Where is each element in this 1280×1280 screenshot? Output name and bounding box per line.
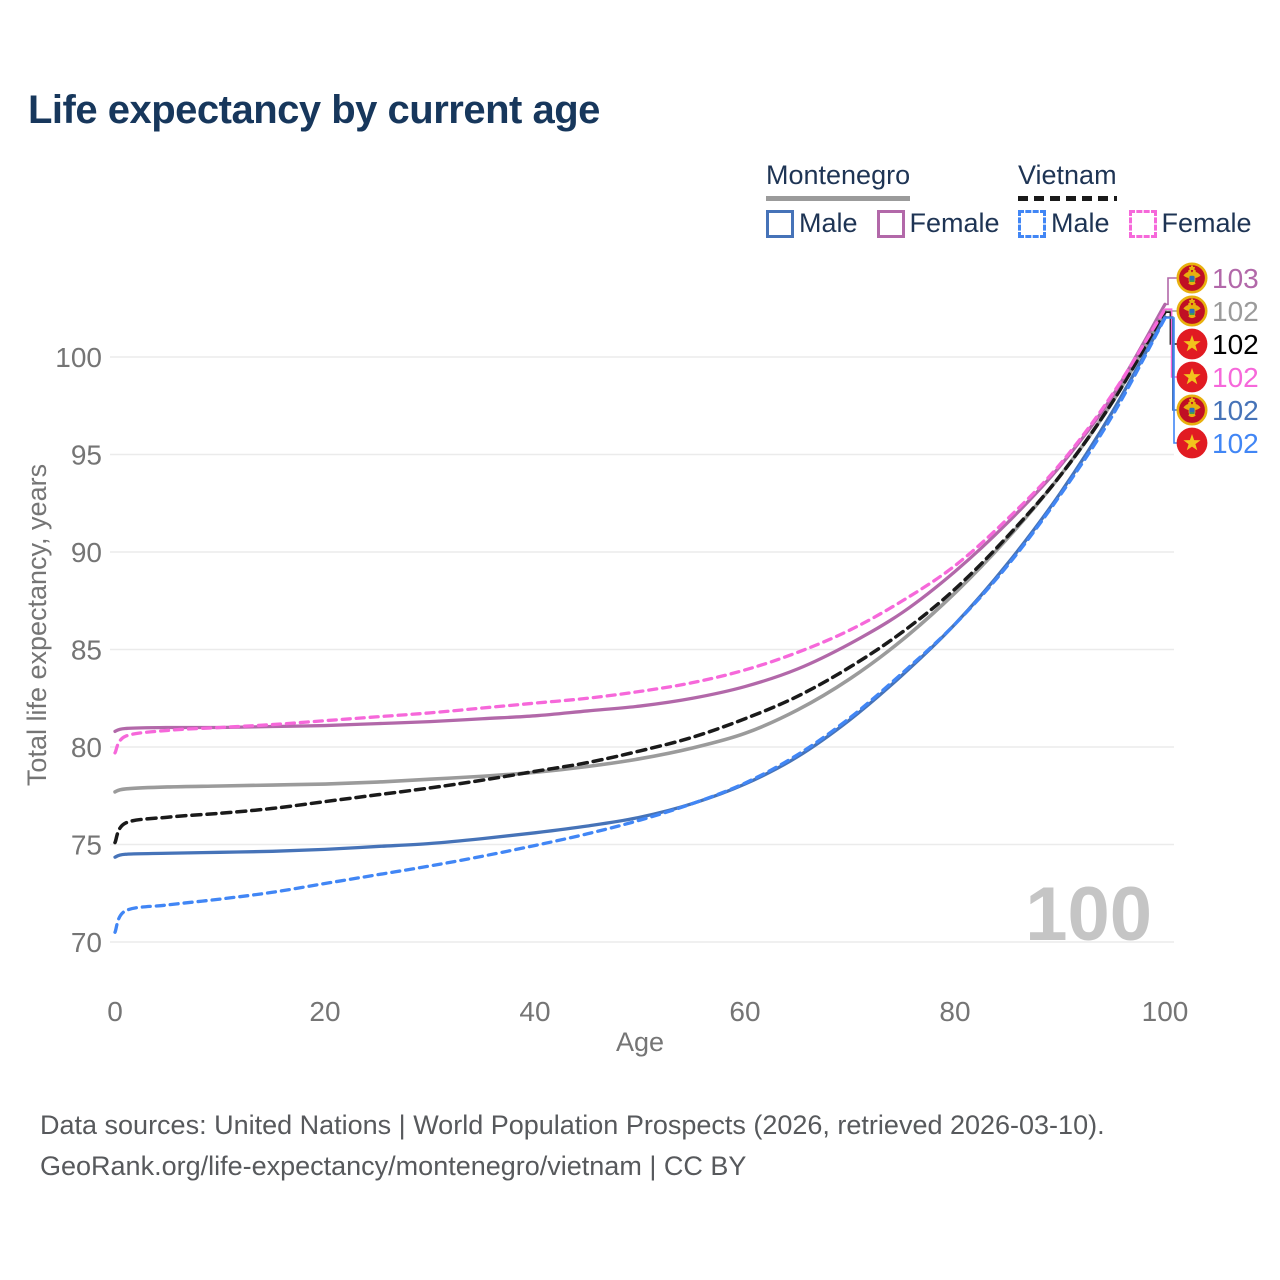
vietnam-female-swatch-icon <box>1128 209 1157 238</box>
vietnam-flag-icon <box>1176 427 1208 459</box>
end-label-value: 102 <box>1212 395 1259 426</box>
x-tick-label: 40 <box>519 996 550 1027</box>
legend-group-vietnam: Vietnam Male Female <box>1018 160 1252 239</box>
footer: Data sources: United Nations | World Pop… <box>40 1105 1105 1187</box>
series-line-vnm_female[interactable] <box>113 307 1167 755</box>
legend-label-vietnam-female: Female <box>1161 208 1252 238</box>
series-line-mne_male[interactable] <box>113 315 1167 859</box>
montenegro-flag-icon <box>1176 394 1208 426</box>
x-tick-label: 0 <box>107 996 123 1027</box>
y-tick-label: 80 <box>71 732 102 763</box>
end-label-leader-line <box>1165 277 1177 306</box>
end-label-leader-line <box>1165 317 1177 444</box>
end-label-leader-line <box>1165 316 1177 411</box>
montenegro-male-swatch-icon <box>766 209 794 238</box>
vietnam-male-swatch-icon <box>1018 209 1046 238</box>
montenegro-flag-icon <box>1176 295 1208 327</box>
y-tick-label: 95 <box>71 440 102 471</box>
end-label-value: 103 <box>1212 263 1259 294</box>
x-axis-title: Age <box>616 1027 664 1057</box>
footer-url: GeoRank.org/life-expectancy/montenegro/v… <box>40 1151 747 1181</box>
montenegro-female-swatch-icon <box>876 209 905 238</box>
series-line-vnm_total[interactable] <box>113 310 1167 845</box>
legend-item-vietnam-female[interactable]: Female <box>1128 208 1252 239</box>
page-title: Life expectancy by current age <box>28 88 600 132</box>
vietnam-flag-icon <box>1176 328 1208 360</box>
chart-canvas: 70 75 80 85 90 95 100 0 20 40 60 80 100 Age Total life… <box>22 262 1259 1057</box>
end-label-value: 102 <box>1212 362 1259 393</box>
series-line-vnm_male[interactable] <box>113 316 1167 934</box>
series-line-mne_female[interactable] <box>113 302 1167 734</box>
x-tick-label: 60 <box>729 996 760 1027</box>
legend-group-montenegro: Montenegro Male Female <box>766 160 1000 239</box>
end-label-leader-line <box>1165 308 1177 378</box>
end-label-value: 102 <box>1212 296 1259 327</box>
y-tick-label: 75 <box>71 830 102 861</box>
legend-label-montenegro-female: Female <box>909 208 1000 238</box>
footer-data-sources: Data sources: United Nations | World Pop… <box>40 1110 1105 1140</box>
y-tick-label: 100 <box>55 342 102 373</box>
x-tick-label: 80 <box>939 996 970 1027</box>
y-tick-label: 85 <box>71 635 102 666</box>
x-tick-label: 20 <box>309 996 340 1027</box>
legend-header-vietnam: Vietnam <box>1018 160 1117 190</box>
legend-item-montenegro-male[interactable]: Male <box>766 208 858 239</box>
montenegro-flag-icon <box>1176 262 1208 294</box>
vietnam-flag-icon <box>1176 361 1208 393</box>
end-label-value: 102 <box>1212 428 1259 459</box>
age-watermark: 100 <box>1025 872 1152 957</box>
y-axis-title: Total life expectancy, years <box>22 464 52 786</box>
legend-header-montenegro: Montenegro <box>766 160 911 190</box>
end-label-value: 102 <box>1212 329 1259 360</box>
legend-item-montenegro-female[interactable]: Female <box>876 208 1000 239</box>
legend-label-vietnam-male: Male <box>1051 208 1110 238</box>
y-tick-label: 70 <box>71 927 102 958</box>
x-tick-label: 100 <box>1142 996 1189 1027</box>
vietnam-line-sample-icon <box>1018 196 1117 201</box>
legend-label-montenegro-male: Male <box>799 208 858 238</box>
montenegro-line-sample-icon <box>766 196 911 201</box>
y-tick-label: 90 <box>71 537 102 568</box>
legend-item-vietnam-male[interactable]: Male <box>1018 208 1110 239</box>
